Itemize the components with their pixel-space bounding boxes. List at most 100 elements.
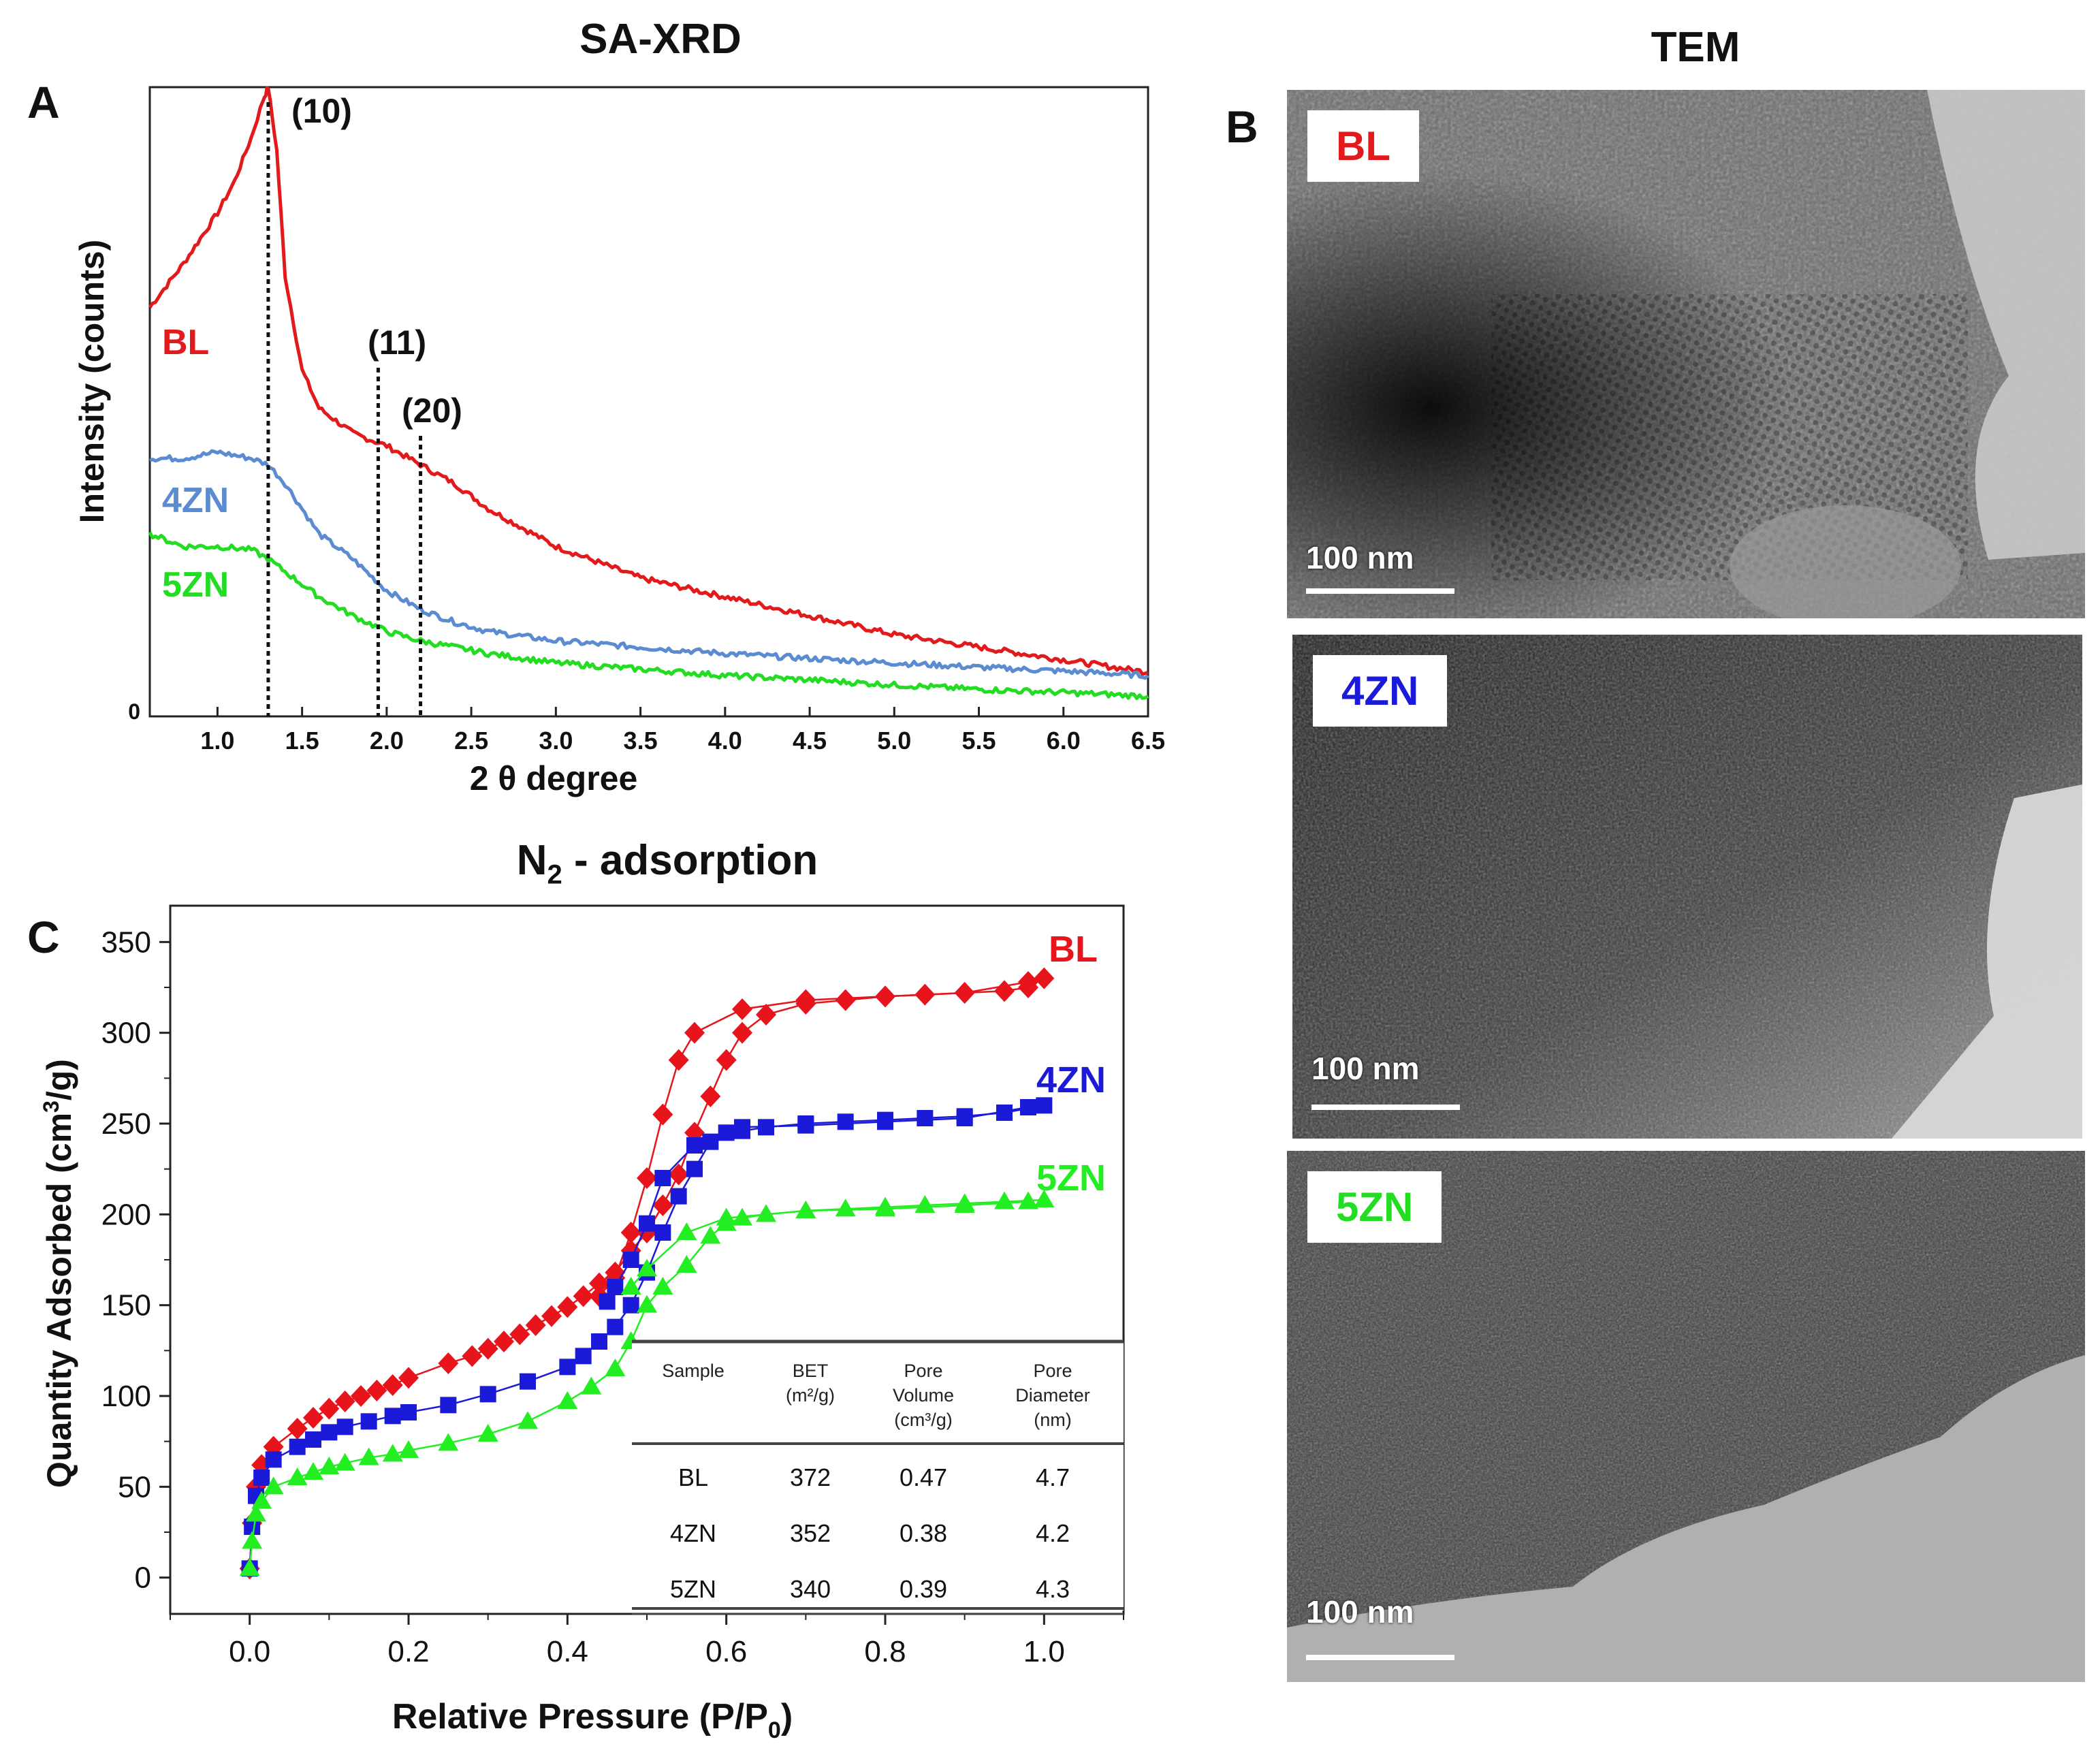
ads-5zn-adsorption-point <box>398 1440 419 1458</box>
ads-5zn-adsorption-point <box>334 1453 355 1471</box>
ads-5zn-adsorption-point <box>242 1531 263 1549</box>
xrd-legend-4zn: 4ZN <box>162 481 229 520</box>
adsorption-title: N2 - adsorption <box>395 836 940 890</box>
ads-table-cell: 352 <box>790 1519 831 1547</box>
ads-bl-adsorption-point <box>494 1331 514 1352</box>
scale-text-4zn: 100 nm <box>1311 1051 1420 1086</box>
tem-image-bl <box>1287 90 2085 618</box>
ads-5zn-desorption-point <box>637 1258 657 1277</box>
ads-table-cell: 340 <box>790 1575 831 1603</box>
ads-bl-adsorption-point <box>477 1337 498 1360</box>
ads-table-header: BET <box>793 1361 829 1381</box>
ads-4zn-adsorption-point <box>336 1418 353 1435</box>
ads-4zn-desorption-point <box>956 1110 973 1126</box>
ads-4zn-desorption-point <box>599 1293 616 1310</box>
ads-y-tick-label: 100 <box>101 1380 151 1413</box>
ads-4zn-adsorption-point <box>265 1451 282 1468</box>
ads-bl-adsorption-point <box>668 1163 689 1186</box>
ads-table-header: (cm³/g) <box>894 1410 952 1430</box>
ads-bl-desorption-point <box>668 1049 689 1071</box>
ads-table-background <box>632 1342 1124 1610</box>
ads-bl-desorption-point <box>795 989 816 1011</box>
ads-4zn-adsorption-point <box>622 1297 639 1314</box>
ads-table-cell: 5ZN <box>670 1575 716 1603</box>
ads-5zn-adsorption-point <box>239 1558 260 1576</box>
ads-5zn-adsorption-point <box>246 1504 266 1522</box>
adsorption-title-n: N <box>516 837 547 884</box>
ads-4zn-adsorption-point <box>440 1397 457 1414</box>
xrd-x-tick-label: 3.5 <box>624 727 658 755</box>
ads-5zn-adsorption-point <box>605 1359 626 1376</box>
tem-label-5zn: 5ZN <box>1307 1171 1442 1243</box>
xrd-plot-frame <box>148 86 1149 718</box>
ads-5zn-adsorption-point <box>700 1226 721 1244</box>
ads-y-axis-label: Quantity Adsorbed (cm3/g) <box>39 1059 78 1488</box>
ads-5zn-adsorption-point <box>637 1295 657 1313</box>
ads-5zn-adsorption-point <box>756 1204 776 1222</box>
ads-x-tick-label: 0.2 <box>387 1635 429 1668</box>
ads-4zn-adsorption-point <box>520 1373 536 1390</box>
ads-4zn-adsorption-point <box>591 1333 607 1350</box>
ads-table-cell: 0.39 <box>900 1575 947 1603</box>
ads-bl-desorption-point <box>732 998 752 1020</box>
ads-bl-adsorption-point <box>835 989 856 1011</box>
ads-bl-adsorption-point <box>382 1374 403 1396</box>
ads-4zn-adsorption-point <box>253 1470 270 1486</box>
ads-4zn-desorption-point <box>877 1113 893 1130</box>
ads-bl-adsorption-point <box>732 1021 752 1044</box>
ads-bl-adsorption-point <box>398 1367 419 1389</box>
ads-bl-adsorption-point <box>525 1314 546 1336</box>
ads-5zn-adsorption-point <box>438 1433 459 1451</box>
adsorption-chart: 0.0 0.2 0.4 0.6 0.8 1.0 0 50 100 150 200 250 300 350 R… <box>39 904 1125 1743</box>
ads-4zn-adsorption-point <box>1036 1097 1053 1114</box>
ads-5zn-adsorption-point <box>518 1411 538 1429</box>
panel-letter-c: C <box>27 912 60 962</box>
xrd-x-tick-label: 2.5 <box>454 727 488 755</box>
ads-5zn-desorption-point <box>875 1199 895 1217</box>
ads-bl-desorption-point <box>954 982 975 1004</box>
ads-legend-bl: BL <box>1049 929 1098 970</box>
ads-5zn-desorption-point <box>795 1201 816 1218</box>
xrd-x-tick-label: 3.0 <box>539 727 573 755</box>
ads-4zn-adsorption-point <box>400 1404 417 1420</box>
ads-bl-adsorption-point <box>319 1397 340 1420</box>
scale-text-bl: 100 nm <box>1306 540 1414 575</box>
ads-bl-adsorption-point <box>756 1004 776 1026</box>
ads-bl-desorption-point <box>605 1267 626 1289</box>
xrd-title: SA-XRD <box>579 16 742 63</box>
ads-bl-adsorption-point <box>287 1418 308 1440</box>
ads-4zn-desorption-point <box>639 1215 655 1232</box>
ads-bl-adsorption-point <box>303 1407 323 1429</box>
ads-4zn-adsorption-point <box>654 1224 671 1241</box>
xrd-x-tick-label: 6.0 <box>1047 727 1081 755</box>
ads-table-cell: 4ZN <box>670 1519 716 1547</box>
tem-panel-4zn: 4ZN 100 nm <box>1292 635 2082 1139</box>
ads-5zn-adsorption-point <box>557 1391 578 1409</box>
ads-5zn-adsorption-point <box>835 1199 856 1217</box>
xrd-peak-label: (10) <box>291 92 352 130</box>
xrd-x-tick-label: 5.0 <box>877 727 911 755</box>
ads-5zn-desorption-point <box>1018 1191 1038 1209</box>
scale-text-5zn: 100 nm <box>1306 1594 1414 1630</box>
ads-4zn-adsorption-point <box>837 1113 854 1130</box>
ads-4zn-desorption-point <box>622 1252 639 1268</box>
ads-table-header: Volume <box>893 1385 954 1406</box>
ads-bl-desorption-point <box>684 1021 705 1044</box>
ads-bl-adsorption-point <box>589 1272 609 1295</box>
ads-legend-4zn: 4ZN <box>1036 1060 1106 1100</box>
xrd-series-4zn <box>149 449 1149 680</box>
ads-table-header: Sample <box>662 1361 725 1381</box>
ads-4zn-adsorption-point <box>607 1318 624 1335</box>
ads-x-tick-label: 0.0 <box>229 1635 270 1668</box>
xrd-x-tick-label: 4.0 <box>708 727 742 755</box>
ads-y-tick-label: 0 <box>135 1561 151 1595</box>
ads-bl-adsorption-point <box>573 1285 594 1307</box>
ads-5zn-desorption-line <box>630 1201 1029 1288</box>
xrd-x-axis-label: 2 θ degree <box>470 759 638 797</box>
panel-letter-a: A <box>27 77 60 127</box>
ads-table-header: Pore <box>904 1361 942 1381</box>
ads-bl-adsorption-point <box>684 1122 705 1144</box>
ads-y-tick-label: 50 <box>118 1470 151 1504</box>
ads-4zn-adsorption-point <box>305 1431 321 1448</box>
